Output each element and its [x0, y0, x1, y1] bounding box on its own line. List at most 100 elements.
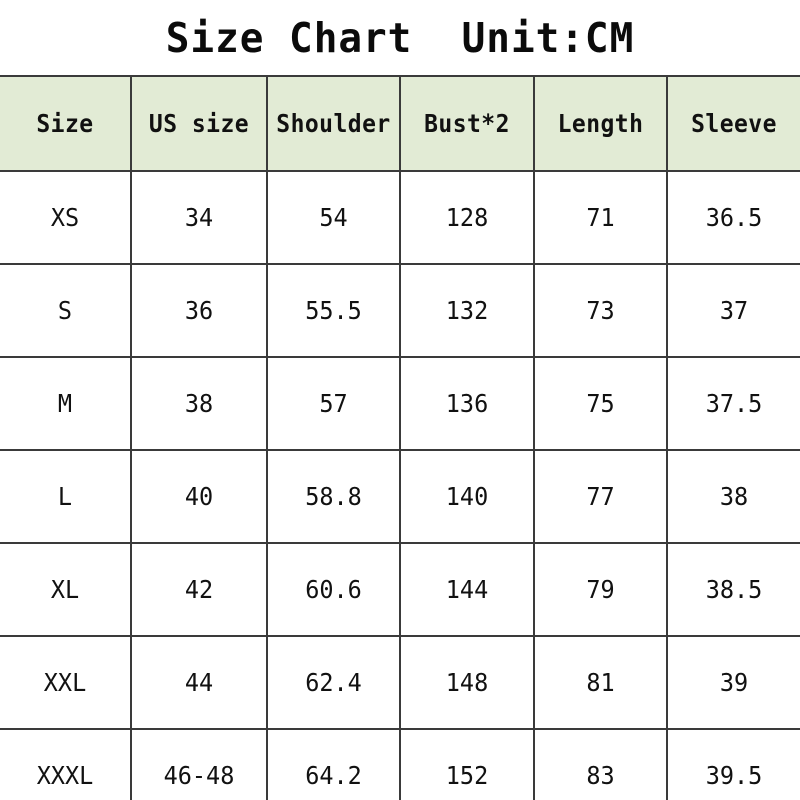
cell-us-size-value: 40 [184, 482, 214, 511]
cell-shoulder: 62.4 [266, 635, 400, 729]
cell-size: L [0, 449, 131, 543]
page-title: Size Chart Unit:CM [165, 13, 635, 62]
column-header-shoulder-label: Shoulder [276, 109, 391, 138]
cell-length-value: 75 [586, 389, 615, 418]
table-header: Size US size Shoulder Bust*2 Length Slee… [0, 75, 800, 171]
cell-length: 77 [533, 449, 667, 543]
cell-bust-value: 144 [445, 575, 489, 604]
cell-size-value: XS [50, 203, 80, 232]
cell-size: M [0, 356, 131, 450]
cell-length: 79 [533, 542, 667, 636]
cell-length: 81 [533, 635, 667, 729]
table-row: XL 42 60.6 144 79 38.5 [0, 542, 800, 636]
table-row: XS 34 54 128 71 36.5 [0, 170, 800, 264]
cell-us-size-value: 34 [184, 203, 214, 232]
cell-us-size: 42 [130, 542, 267, 636]
cell-bust: 136 [399, 356, 534, 450]
cell-size-value: S [57, 296, 73, 325]
column-header-size-label: Size [36, 109, 94, 138]
cell-shoulder: 64.2 [266, 728, 400, 800]
cell-size: XXXL [0, 728, 131, 800]
cell-us-size: 40 [130, 449, 267, 543]
cell-bust-value: 136 [445, 389, 489, 418]
cell-bust: 128 [399, 170, 534, 264]
column-header-length: Length [533, 75, 667, 171]
cell-sleeve: 39 [666, 635, 800, 729]
table-header-row: Size US size Shoulder Bust*2 Length Slee… [0, 75, 800, 171]
table-body: XS 34 54 128 71 36.5 S 36 55.5 132 73 37… [0, 170, 800, 800]
cell-bust: 148 [399, 635, 534, 729]
cell-sleeve-value: 39 [719, 668, 749, 697]
cell-length-value: 81 [586, 668, 615, 697]
cell-bust-value: 148 [445, 668, 489, 697]
cell-shoulder-value: 60.6 [305, 575, 362, 604]
column-header-sleeve-label: Sleeve [691, 109, 777, 138]
cell-sleeve: 37.5 [666, 356, 800, 450]
cell-sleeve: 37 [666, 263, 800, 357]
cell-bust-value: 128 [445, 203, 489, 232]
cell-bust-value: 140 [445, 482, 489, 511]
table-row: XXXL 46-48 64.2 152 83 39.5 [0, 728, 800, 800]
cell-us-size: 38 [130, 356, 267, 450]
cell-sleeve-value: 37 [719, 296, 749, 325]
table-row: XXL 44 62.4 148 81 39 [0, 635, 800, 729]
cell-length: 75 [533, 356, 667, 450]
table-row: S 36 55.5 132 73 37 [0, 263, 800, 357]
cell-length-value: 79 [586, 575, 615, 604]
cell-us-size-value: 46-48 [163, 761, 235, 790]
cell-bust-value: 152 [445, 761, 489, 790]
cell-sleeve-value: 39.5 [705, 761, 763, 790]
cell-size-value: M [57, 389, 73, 418]
cell-us-size-value: 38 [184, 389, 214, 418]
cell-shoulder: 55.5 [266, 263, 400, 357]
cell-us-size: 46-48 [130, 728, 267, 800]
cell-length-value: 73 [586, 296, 615, 325]
cell-size: S [0, 263, 131, 357]
cell-shoulder-value: 57 [319, 389, 348, 418]
column-header-length-label: Length [557, 109, 644, 138]
column-header-bust-label: Bust*2 [424, 109, 510, 138]
cell-us-size-value: 36 [184, 296, 214, 325]
cell-sleeve-value: 37.5 [705, 389, 763, 418]
cell-shoulder-value: 62.4 [305, 668, 362, 697]
cell-length: 83 [533, 728, 667, 800]
cell-us-size: 44 [130, 635, 267, 729]
cell-size: XL [0, 542, 131, 636]
cell-length-value: 77 [586, 482, 615, 511]
cell-sleeve-value: 38.5 [705, 575, 763, 604]
cell-size-value: L [57, 482, 73, 511]
cell-sleeve: 38 [666, 449, 800, 543]
cell-length-value: 71 [586, 203, 615, 232]
cell-length: 71 [533, 170, 667, 264]
cell-us-size: 36 [130, 263, 267, 357]
cell-shoulder: 58.8 [266, 449, 400, 543]
cell-shoulder: 60.6 [266, 542, 400, 636]
column-header-shoulder: Shoulder [266, 75, 400, 171]
cell-sleeve-value: 36.5 [705, 203, 763, 232]
column-header-us-size-label: US size [148, 109, 250, 138]
cell-us-size-value: 44 [184, 668, 214, 697]
cell-size: XXL [0, 635, 131, 729]
cell-size-value: XXL [43, 668, 87, 697]
column-header-bust: Bust*2 [399, 75, 534, 171]
cell-bust: 144 [399, 542, 534, 636]
chart-title-bar: Size Chart Unit:CM [0, 0, 800, 75]
table-row: L 40 58.8 140 77 38 [0, 449, 800, 543]
column-header-sleeve: Sleeve [666, 75, 800, 171]
cell-shoulder-value: 64.2 [305, 761, 362, 790]
cell-length-value: 83 [586, 761, 615, 790]
cell-shoulder: 57 [266, 356, 400, 450]
cell-length: 73 [533, 263, 667, 357]
cell-bust: 152 [399, 728, 534, 800]
column-header-size: Size [0, 75, 131, 171]
cell-us-size: 34 [130, 170, 267, 264]
cell-us-size-value: 42 [184, 575, 214, 604]
cell-sleeve: 39.5 [666, 728, 800, 800]
table-row: M 38 57 136 75 37.5 [0, 356, 800, 450]
cell-bust: 140 [399, 449, 534, 543]
cell-shoulder-value: 58.8 [305, 482, 362, 511]
cell-shoulder-value: 55.5 [305, 296, 362, 325]
cell-bust-value: 132 [445, 296, 489, 325]
cell-shoulder: 54 [266, 170, 400, 264]
